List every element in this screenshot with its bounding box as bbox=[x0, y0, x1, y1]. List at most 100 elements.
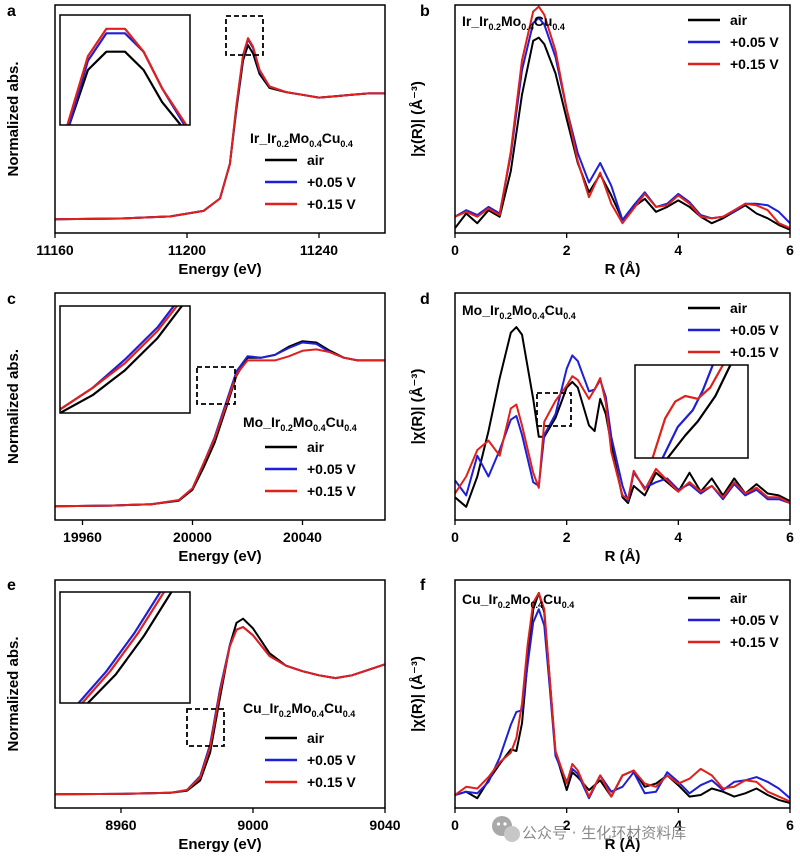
plot-frame bbox=[54, 292, 386, 521]
inset-background bbox=[60, 15, 190, 125]
x-tick-label: 6 bbox=[786, 529, 794, 545]
legend: air +0.05 V +0.15 V bbox=[688, 300, 779, 360]
inset-line-air bbox=[87, 592, 173, 703]
plot-frame bbox=[54, 4, 386, 234]
inset bbox=[59, 591, 191, 704]
legend-label: air bbox=[730, 12, 748, 28]
plot-frame bbox=[454, 292, 791, 521]
inset bbox=[634, 364, 749, 459]
legend-label: air bbox=[307, 152, 325, 168]
legend-label: air bbox=[730, 590, 748, 606]
x-tick-label: 4 bbox=[674, 529, 682, 545]
series-line-v015 bbox=[55, 348, 385, 508]
y-axis-label: Normalized abs. bbox=[5, 349, 22, 464]
x-axis-label: R (Å) bbox=[605, 548, 641, 565]
series-line-v005 bbox=[455, 354, 790, 504]
plot-frame bbox=[454, 4, 791, 234]
plot-frame bbox=[454, 579, 791, 809]
x-tick-label: 6 bbox=[786, 242, 794, 258]
panel-c: 19960 20000 20040 Energy (eV) Normalized abs… bbox=[5, 291, 386, 565]
inset-marker-box bbox=[186, 708, 225, 747]
inset-line-air bbox=[666, 365, 732, 458]
inset-series-group bbox=[651, 365, 732, 458]
legend: air +0.05 V +0.15 V bbox=[265, 730, 356, 790]
x-tick-label: 0 bbox=[451, 817, 459, 833]
legend-label: +0.15 V bbox=[307, 196, 356, 212]
x-tick-label: 2 bbox=[563, 817, 571, 833]
panel-f: 0 2 4 6 R (Å) |χ(R)| (Å⁻³) f Cu_Ir0.2Mo0.4Cu0.4… bbox=[409, 577, 794, 853]
inset-line-v005 bbox=[661, 365, 714, 458]
x-tick-label: 20040 bbox=[283, 529, 322, 545]
series-line-v015 bbox=[55, 626, 385, 796]
x-tick-label: 0 bbox=[451, 529, 459, 545]
x-tick-label: 19960 bbox=[63, 529, 102, 545]
series-group bbox=[455, 326, 790, 508]
panel-d: 0 2 4 6 R (Å) |χ(R)| (Å⁻³) d Mo_Ir0.2Mo0.4Cu0.4… bbox=[409, 291, 794, 565]
legend-label: +0.15 V bbox=[307, 774, 356, 790]
y-axis-label: Normalized abs. bbox=[5, 61, 22, 176]
series-group bbox=[455, 5, 790, 231]
sample-title: Ir_Ir0.2Mo0.4Cu0.4 bbox=[462, 13, 565, 32]
inset-line-air bbox=[60, 306, 183, 413]
x-tick-label: 11200 bbox=[168, 242, 206, 258]
series-line-v015 bbox=[55, 37, 385, 221]
panel-letter: d bbox=[420, 291, 430, 308]
x-tick-label: 11240 bbox=[300, 242, 338, 258]
panels-layer: 11160 11200 11240 Energy (eV) Normalized abs… bbox=[5, 3, 794, 853]
inset-marker-box bbox=[225, 15, 264, 56]
legend-label: +0.05 V bbox=[730, 322, 779, 338]
x-axis-label: R (Å) bbox=[605, 836, 641, 853]
y-axis-label: Normalized abs. bbox=[5, 636, 22, 751]
y-axis-label: |χ(R)| (Å⁻³) bbox=[409, 656, 426, 732]
y-axis-label: |χ(R)| (Å⁻³) bbox=[409, 81, 426, 157]
inset-line-v015 bbox=[651, 365, 724, 458]
wechat-icon bbox=[492, 816, 520, 842]
watermark: 公众号 · 生化环材资料库 bbox=[492, 816, 686, 842]
inset-frame bbox=[59, 14, 191, 126]
x-axis-label: Energy (eV) bbox=[178, 548, 261, 565]
legend: air +0.05 V +0.15 V bbox=[688, 590, 779, 650]
legend-label: +0.05 V bbox=[307, 174, 356, 190]
x-tick-label: 20000 bbox=[173, 529, 212, 545]
inset bbox=[59, 305, 191, 414]
series-line-v015 bbox=[455, 5, 790, 230]
x-tick-label: 0 bbox=[451, 242, 459, 258]
x-axis-label: Energy (eV) bbox=[178, 836, 261, 853]
inset-frame bbox=[634, 364, 749, 459]
legend: air +0.05 V +0.15 V bbox=[265, 152, 356, 212]
legend-label: +0.05 V bbox=[307, 461, 356, 477]
inset-line-v005 bbox=[77, 592, 162, 703]
x-tick-label: 9040 bbox=[369, 817, 400, 833]
panel-letter: b bbox=[420, 3, 430, 20]
x-tick-label: 9000 bbox=[237, 817, 268, 833]
legend: air +0.05 V +0.15 V bbox=[265, 439, 356, 499]
inset-series-group bbox=[66, 27, 188, 125]
inset-frame bbox=[59, 305, 191, 414]
panel-b: 0 2 4 6 R (Å) |χ(R)| (Å⁻³) b Ir_Ir0.2Mo0.4Cu0.4… bbox=[409, 3, 794, 278]
x-axis-label: Energy (eV) bbox=[178, 261, 261, 278]
x-axis-label: R (Å) bbox=[605, 261, 641, 278]
x-tick-label: 4 bbox=[674, 242, 682, 258]
sample-title: Mo_Ir0.2Mo0.4Cu0.4 bbox=[462, 302, 576, 321]
legend-label: +0.05 V bbox=[730, 612, 779, 628]
series-group bbox=[55, 617, 385, 796]
legend-label: +0.15 V bbox=[730, 344, 779, 360]
inset-line-air bbox=[68, 50, 182, 125]
series-group bbox=[55, 340, 385, 508]
legend-label: air bbox=[307, 439, 325, 455]
panel-letter: c bbox=[7, 291, 16, 308]
sample-title: Cu_Ir0.2Mo0.4Cu0.4 bbox=[462, 591, 574, 610]
x-tick-label: 2 bbox=[563, 529, 571, 545]
legend-label: air bbox=[307, 730, 325, 746]
legend-label: air bbox=[730, 300, 748, 316]
series-line-air bbox=[455, 326, 790, 508]
series-group bbox=[455, 592, 790, 805]
sample-title: Cu_Ir0.2Mo0.4Cu0.4 bbox=[243, 700, 355, 719]
plot-frame bbox=[54, 579, 386, 809]
legend-label: +0.05 V bbox=[730, 34, 779, 50]
legend-label: +0.15 V bbox=[307, 483, 356, 499]
inset-marker-box bbox=[536, 392, 572, 427]
sample-title: Mo_Ir0.2Mo0.4Cu0.4 bbox=[243, 414, 357, 433]
inset-line-v015 bbox=[81, 592, 165, 703]
legend-label: +0.05 V bbox=[307, 752, 356, 768]
